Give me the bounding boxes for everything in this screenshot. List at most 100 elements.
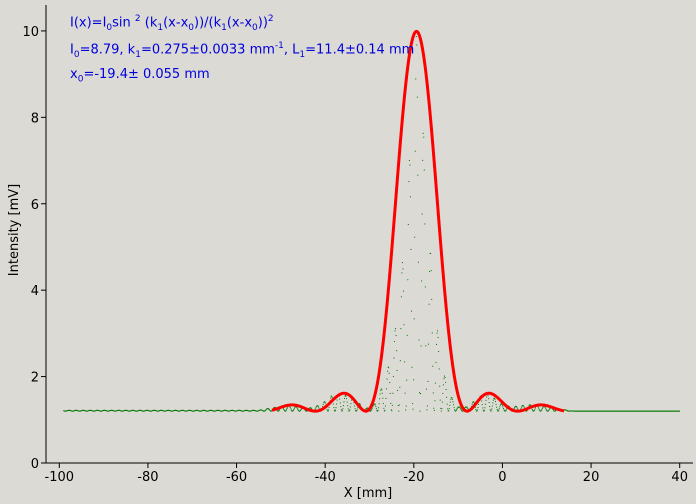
data-point	[93, 410, 95, 412]
data-point	[406, 334, 408, 336]
data-point	[123, 410, 125, 412]
data-point	[103, 409, 105, 411]
data-point	[71, 410, 73, 412]
data-point	[113, 410, 115, 412]
data-point	[208, 410, 210, 412]
data-point	[356, 408, 358, 410]
data-point	[454, 409, 456, 411]
y-tick-label: 2	[31, 371, 39, 386]
data-point	[114, 410, 116, 412]
fit-curve	[271, 29, 565, 413]
data-point	[522, 405, 524, 407]
data-point	[372, 406, 374, 408]
data-point	[169, 410, 171, 412]
data-point	[135, 410, 137, 412]
data-point	[499, 406, 501, 408]
data-point	[389, 392, 391, 394]
data-point	[577, 410, 579, 412]
data-point	[137, 410, 139, 412]
data-point	[344, 397, 346, 399]
data-point	[123, 410, 125, 412]
data-point	[545, 407, 547, 409]
data-point	[63, 410, 65, 412]
data-point	[236, 410, 238, 412]
data-point	[375, 406, 377, 408]
data-point	[378, 403, 380, 405]
data-point	[431, 298, 433, 300]
data-point	[373, 404, 375, 406]
data-point	[422, 159, 424, 161]
data-point	[676, 410, 678, 412]
data-point	[488, 398, 490, 400]
data-point	[91, 410, 93, 412]
data-point	[538, 408, 540, 410]
data-point	[100, 410, 102, 412]
data-point	[94, 410, 96, 412]
data-point	[465, 406, 467, 408]
data-point	[407, 224, 409, 226]
data-point	[179, 410, 181, 412]
data-point	[107, 410, 109, 412]
data-point	[413, 318, 415, 320]
data-point	[639, 410, 641, 412]
data-point	[155, 410, 157, 412]
data-point	[283, 409, 285, 411]
data-point	[77, 410, 79, 412]
data-point	[677, 410, 679, 412]
data-point	[397, 389, 399, 391]
measured-data-series	[63, 35, 681, 412]
data-point	[585, 410, 587, 412]
data-point	[590, 410, 592, 412]
data-point	[574, 410, 576, 412]
data-point	[111, 409, 113, 411]
data-point	[214, 410, 216, 412]
data-point	[601, 410, 603, 412]
data-point	[449, 404, 451, 406]
data-point	[453, 407, 455, 409]
data-point	[481, 400, 483, 402]
data-point	[353, 402, 355, 404]
data-point	[405, 405, 407, 407]
data-point	[252, 409, 254, 411]
data-point	[256, 410, 258, 412]
data-point	[69, 409, 71, 411]
data-point	[107, 410, 109, 412]
data-point	[492, 402, 494, 404]
data-point	[69, 409, 71, 411]
data-point	[331, 397, 333, 399]
data-point	[565, 409, 567, 411]
data-point	[254, 410, 256, 412]
data-point	[333, 409, 335, 411]
data-point	[652, 410, 654, 412]
data-point	[80, 410, 82, 412]
data-point	[585, 410, 587, 412]
data-point	[124, 409, 126, 411]
data-point	[184, 410, 186, 412]
data-point	[299, 410, 301, 412]
data-point	[376, 410, 378, 412]
data-point	[203, 409, 205, 411]
data-point	[355, 410, 357, 412]
data-point	[194, 410, 196, 412]
data-point	[66, 410, 68, 412]
data-point	[475, 408, 477, 410]
data-point	[612, 410, 614, 412]
data-point	[674, 410, 676, 412]
data-point	[67, 409, 69, 411]
data-point	[633, 410, 635, 412]
data-point	[225, 409, 227, 411]
data-point	[608, 410, 610, 412]
data-point	[183, 410, 185, 412]
data-point	[493, 397, 495, 399]
data-point	[246, 409, 248, 411]
data-point	[217, 409, 219, 411]
data-point	[162, 410, 164, 412]
data-point	[356, 410, 358, 412]
data-point	[271, 410, 273, 412]
data-point	[81, 409, 83, 411]
data-point	[125, 409, 127, 411]
data-point	[173, 409, 175, 411]
data-point	[582, 410, 584, 412]
data-point	[375, 408, 377, 410]
data-point	[200, 410, 202, 412]
